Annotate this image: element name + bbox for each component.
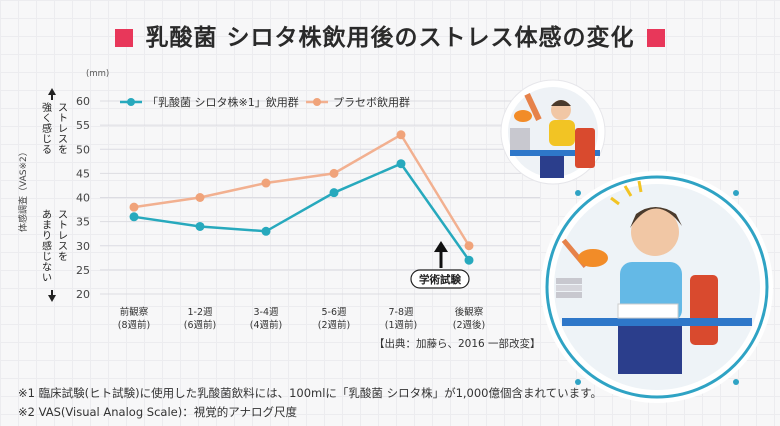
series-1-point-2 bbox=[261, 178, 271, 188]
weakText-char-1-2: り bbox=[42, 230, 52, 242]
strongText-char-0-3: ス bbox=[58, 135, 68, 146]
chart-legend: 「乳酸菌 シロタ株※1」飲用群 プラセボ飲用群 bbox=[120, 95, 410, 109]
strongText-char-0-0: ス bbox=[58, 103, 68, 114]
legend-marker-0 bbox=[127, 98, 135, 106]
weak-stress-indicator bbox=[48, 290, 56, 302]
series-0-point-5 bbox=[464, 255, 474, 265]
chart-series bbox=[129, 130, 474, 265]
x-tick-4-1: (1週前) bbox=[385, 319, 417, 331]
strongText-char-1-2: 感 bbox=[42, 122, 52, 135]
x-tick-1-0: 1-2週 bbox=[187, 306, 213, 318]
down-arrow-icon bbox=[48, 295, 56, 302]
series-1-point-5 bbox=[464, 241, 474, 251]
x-tick-0-0: 前観察 bbox=[120, 306, 149, 318]
y-tick-50: 50 bbox=[76, 143, 90, 156]
series-0-point-0 bbox=[129, 212, 139, 222]
x-tick-3-0: 5-6週 bbox=[321, 306, 347, 318]
y-tick-20: 20 bbox=[76, 288, 90, 301]
y-tick-35: 35 bbox=[76, 216, 90, 229]
weakText-char-1-5: な bbox=[42, 262, 52, 274]
series-1-point-4 bbox=[396, 130, 406, 140]
weakText-char-0-4: を bbox=[58, 251, 68, 263]
page-title: 乳酸菌 シロタ株飲用後のストレス体感の変化 bbox=[0, 18, 780, 52]
x-tick-2-0: 3-4週 bbox=[253, 306, 279, 318]
strong-stress-indicator bbox=[48, 88, 56, 100]
exam-up-arrow-icon bbox=[434, 241, 448, 252]
series-0-point-2 bbox=[261, 226, 271, 236]
weakText-char-0-0: ス bbox=[58, 210, 68, 221]
legend-marker-1 bbox=[313, 98, 321, 106]
weakText-char-1-3: 感 bbox=[42, 240, 52, 253]
legend-label-1: プラセボ飲用群 bbox=[333, 95, 410, 109]
strongText-char-1-0: 強 bbox=[42, 101, 52, 114]
x-tick-1-1: (6週前) bbox=[184, 319, 216, 331]
x-tick-3-1: (2週前) bbox=[318, 319, 350, 331]
series-1-point-0 bbox=[129, 202, 139, 212]
title-square-right bbox=[646, 29, 665, 47]
weakText-char-0-1: ト bbox=[58, 221, 68, 232]
x-tick-labels: 前観察(8週前)1-2週(6週前)3-4週(4週前)5-6週(2週前)7-8週(… bbox=[118, 306, 485, 331]
weakText-char-1-4: じ bbox=[42, 251, 52, 263]
weakText-char-1-0: あ bbox=[42, 209, 52, 221]
x-tick-5-1: (2週後) bbox=[453, 319, 485, 331]
y-unit-label: (mm) bbox=[86, 69, 109, 79]
exam-label: 学術試験 bbox=[419, 273, 461, 286]
y-tick-30: 30 bbox=[76, 240, 90, 253]
series-0-point-1 bbox=[195, 221, 205, 231]
footnote-2: ※2 VAS(Visual Analog Scale)：視覚的アナログ尺度 bbox=[18, 405, 297, 419]
y-tick-60: 60 bbox=[76, 95, 90, 108]
strongText-char-0-2: レ bbox=[58, 124, 68, 135]
up-arrow-icon bbox=[48, 88, 56, 95]
weakText-char-0-3: ス bbox=[58, 242, 68, 253]
y-tick-55: 55 bbox=[76, 119, 90, 132]
x-tick-0-1: (8週前) bbox=[118, 319, 150, 331]
strongText-char-1-1: く bbox=[42, 114, 52, 125]
y-tick-45: 45 bbox=[76, 167, 90, 180]
x-tick-4-0: 7-8週 bbox=[388, 306, 414, 318]
legend-label-0: 「乳酸菌 シロタ株※1」飲用群 bbox=[147, 95, 299, 109]
series-0-point-4 bbox=[396, 159, 406, 169]
strongText-char-0-1: ト bbox=[58, 114, 68, 125]
source-citation: 【出典：加藤ら、2016 一部改変】 bbox=[374, 338, 541, 350]
strongText-char-0-4: を bbox=[58, 144, 68, 156]
y-tick-25: 25 bbox=[76, 264, 90, 277]
chart-gridlines bbox=[100, 100, 540, 295]
title-square-left bbox=[115, 29, 134, 47]
vas-axis-label: 体感調査（VAS※2） bbox=[17, 147, 29, 232]
title-text: 乳酸菌 シロタ株飲用後のストレス体感の変化 bbox=[145, 25, 635, 51]
exam-annotation: 学術試験 bbox=[410, 241, 470, 289]
series-line-0 bbox=[133, 162, 471, 261]
x-tick-5-0: 後観察 bbox=[455, 306, 484, 318]
strongText-char-1-3: じ bbox=[42, 134, 52, 146]
series-1-point-3 bbox=[329, 168, 339, 178]
x-tick-2-1: (4週前) bbox=[250, 319, 282, 331]
student-exam-illustration-large bbox=[541, 171, 773, 403]
y-tick-labels: 20 25 30 35 40 45 50 55 60 bbox=[76, 95, 90, 301]
series-line-1 bbox=[133, 133, 471, 247]
strongText-char-1-4: る bbox=[42, 144, 52, 156]
weakText-char-0-2: レ bbox=[58, 231, 68, 242]
series-0-point-3 bbox=[329, 188, 339, 198]
weakText-char-1-6: い bbox=[42, 273, 52, 284]
y-tick-40: 40 bbox=[76, 192, 90, 205]
weakText-char-1-1: ま bbox=[42, 220, 52, 232]
footnote-1: ※1 臨床試験(ヒト試験)に使用した乳酸菌飲料には、100mlに「乳酸菌 シロタ… bbox=[18, 386, 603, 400]
series-1-point-1 bbox=[195, 193, 205, 202]
student-desk-illustration-small bbox=[500, 79, 606, 185]
